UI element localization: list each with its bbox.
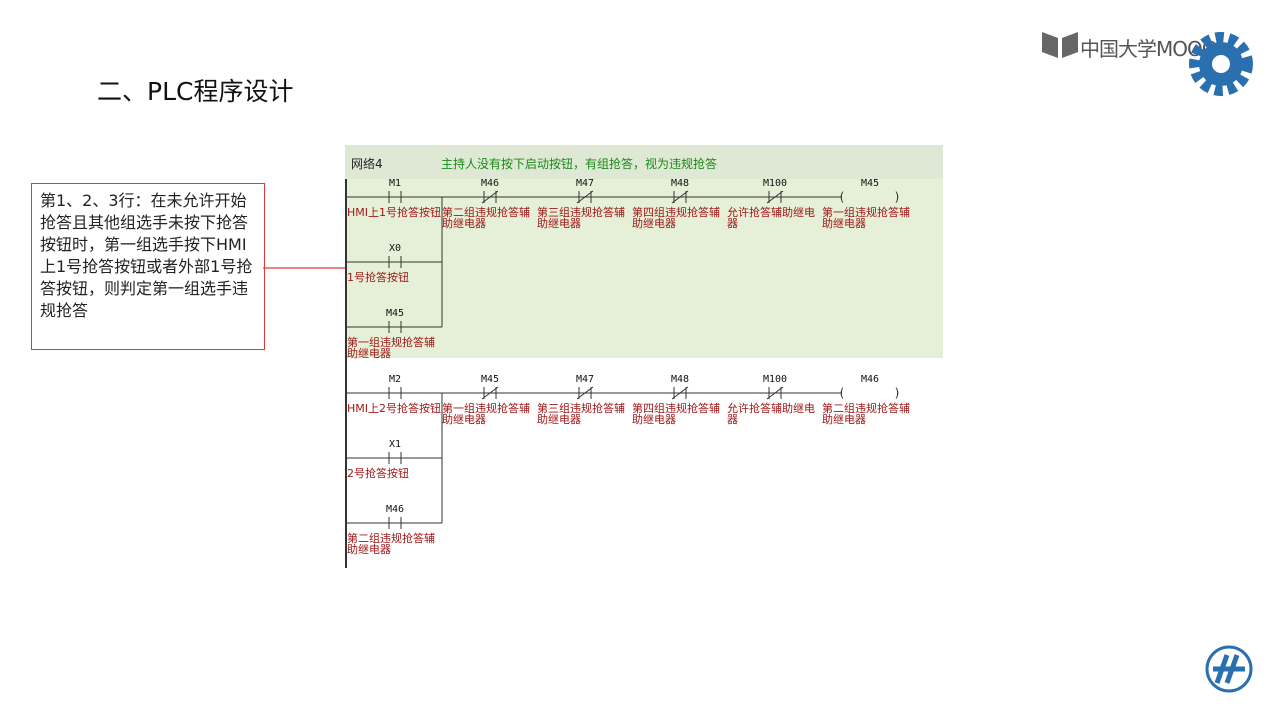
contact-symbol — [481, 190, 499, 204]
coil-address: M45 — [861, 178, 879, 189]
contact-symbol — [766, 386, 784, 400]
contact-label: 第四组违规抢答辅助继电器 — [632, 402, 720, 426]
contact-address: M48 — [671, 178, 689, 189]
callout: 第1、2、3行：在未允许开始抢答且其他组选手未按下抢答按钮时，第一组选手按下HM… — [31, 183, 265, 350]
ladder-diagram: M1 X0 M45 M46 M47 M48 M100 () M45 M2 X1 M46 M45 M47 M4… — [345, 145, 945, 570]
contact-address: M46 — [481, 178, 499, 189]
contact-address: M100 — [763, 178, 787, 189]
contact-address: X0 — [389, 243, 401, 254]
contact-label: HMI上1号抢答按钮 — [347, 206, 442, 219]
contact-label: HMI上2号抢答按钮 — [347, 402, 442, 415]
rung-highlight — [345, 179, 943, 358]
coil-label: 第二组违规抢答辅助继电器 — [822, 402, 910, 426]
contact-address: M47 — [576, 374, 594, 385]
callout-connector — [263, 267, 347, 269]
coil-symbol: ( — [840, 190, 845, 204]
contact-symbol — [671, 386, 689, 400]
contact-label: 第二组违规抢答辅助继电器 — [442, 206, 530, 230]
contact-label: 第二组违规抢答辅助继电器 — [347, 532, 435, 556]
network-header — [345, 145, 943, 179]
contact-address: M45 — [386, 308, 404, 319]
logo-icon — [1042, 32, 1078, 58]
slide-title: 二、PLC程序设计 — [97, 77, 294, 106]
coil-symbol: ( — [840, 386, 845, 400]
contact-address: M45 — [481, 374, 499, 385]
contact-symbol — [576, 386, 594, 400]
contact-label: 第四组违规抢答辅助继电器 — [632, 206, 720, 230]
coil-symbol: ) — [895, 386, 900, 400]
contact-label: 第一组违规抢答辅助继电器 — [442, 402, 530, 426]
contact-address: M48 — [671, 374, 689, 385]
coil-symbol: ) — [895, 190, 900, 204]
contact-symbol — [576, 190, 594, 204]
contact-address: M46 — [386, 504, 404, 515]
gear-logo — [1189, 32, 1253, 96]
contact-label: 第三组违规抢答辅助继电器 — [537, 402, 625, 426]
contact-address: M100 — [763, 374, 787, 385]
contact-address: M1 — [389, 178, 401, 189]
contact-label: 第三组违规抢答辅助继电器 — [537, 206, 625, 230]
coil-label: 第一组违规抢答辅助继电器 — [822, 206, 910, 230]
contact-address: M2 — [389, 374, 401, 385]
network-comment: 主持人没有按下启动按钮，有组抢答，视为违规抢答 — [441, 157, 718, 171]
coil-address: M46 — [861, 374, 879, 385]
contact-label: 1号抢答按钮 — [347, 271, 409, 284]
contact-address: X1 — [389, 439, 401, 450]
school-logo — [1205, 645, 1253, 693]
ladder-lines: M1 X0 M45 M46 M47 M48 M100 () M45 M2 X1 M46 M45 M47 M4… — [345, 145, 943, 568]
contact-address: M47 — [576, 178, 594, 189]
contact-symbol — [481, 386, 499, 400]
contact-symbol — [766, 190, 784, 204]
contact-symbol — [671, 190, 689, 204]
contact-label: 2号抢答按钮 — [347, 467, 409, 480]
contact-label: 允许抢答辅助继电器 — [727, 206, 815, 230]
contact-label: 第一组违规抢答辅助继电器 — [347, 336, 435, 360]
network-label: 网络4 — [351, 157, 383, 171]
contact-label: 允许抢答辅助继电器 — [727, 402, 815, 426]
